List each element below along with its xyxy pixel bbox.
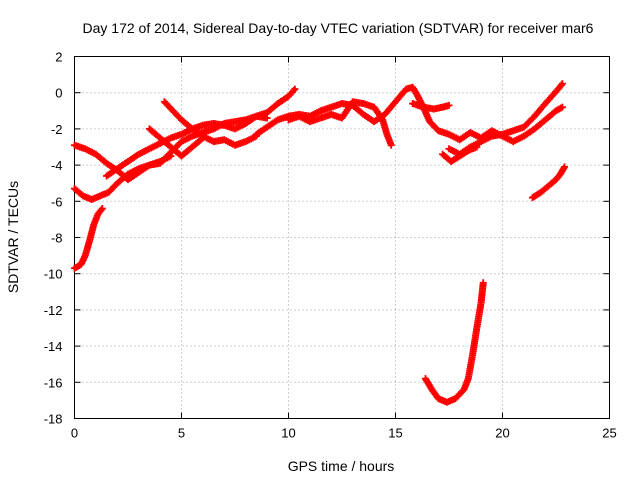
- data-point-marker: [473, 143, 481, 151]
- grid-lines: [74, 56, 610, 419]
- x-tick-label: 15: [388, 426, 402, 441]
- x-tick-label: 25: [602, 426, 616, 441]
- y-tick-label: -8: [51, 231, 63, 246]
- series-track-9: [409, 100, 453, 113]
- data-point-marker: [199, 134, 207, 142]
- series-track-7: [252, 83, 566, 146]
- series-track-8: [285, 98, 395, 149]
- y-tick-label: -4: [51, 158, 63, 173]
- series-track-12: [528, 163, 569, 202]
- y-tick-label: -10: [44, 267, 63, 282]
- x-axis-label: GPS time / hours: [288, 458, 395, 474]
- data-point-marker: [387, 141, 395, 149]
- y-tick-label: -18: [44, 412, 63, 427]
- y-tick-label: 0: [55, 86, 62, 101]
- x-tick-label: 20: [495, 426, 509, 441]
- x-tick-label: 10: [281, 426, 295, 441]
- series-track-2: [71, 152, 175, 203]
- series-track-5: [160, 98, 260, 149]
- series-track-6: [145, 125, 207, 160]
- data-point-marker: [291, 85, 299, 93]
- data-point-marker: [558, 80, 566, 88]
- data-point-marker: [198, 135, 206, 143]
- data-point-marker: [167, 152, 175, 160]
- series-track-11: [439, 143, 481, 165]
- data-point-marker: [97, 206, 105, 214]
- x-tick-label: 5: [178, 426, 185, 441]
- y-tick-label: -12: [44, 303, 63, 318]
- data-points: [71, 80, 569, 406]
- series-track-13: [421, 279, 487, 406]
- y-tick-label: 2: [55, 50, 62, 65]
- y-tick-label: -6: [51, 194, 63, 209]
- x-tick-label: 0: [71, 426, 78, 441]
- data-point-marker: [263, 114, 271, 122]
- y-tick-label: -16: [44, 375, 63, 390]
- data-point-marker: [479, 279, 487, 287]
- y-tick-label: -14: [44, 339, 63, 354]
- series-track-3: [71, 205, 106, 272]
- data-point-marker: [558, 103, 566, 111]
- data-point-marker: [557, 81, 565, 89]
- y-tick-label: -2: [51, 122, 63, 137]
- chart-title: Day 172 of 2014, Sidereal Day-to-day VTE…: [83, 20, 594, 36]
- axis-ticks: 0 5 10 15 20 25 -18 -16 -14 -12 -10 -8 -6 -4 -2 0 2: [44, 50, 617, 441]
- y-axis-label: SDTVAR / TECUs: [5, 181, 21, 293]
- data-point-marker: [98, 205, 106, 213]
- data-point-marker: [445, 101, 453, 109]
- data-point-marker: [561, 163, 569, 171]
